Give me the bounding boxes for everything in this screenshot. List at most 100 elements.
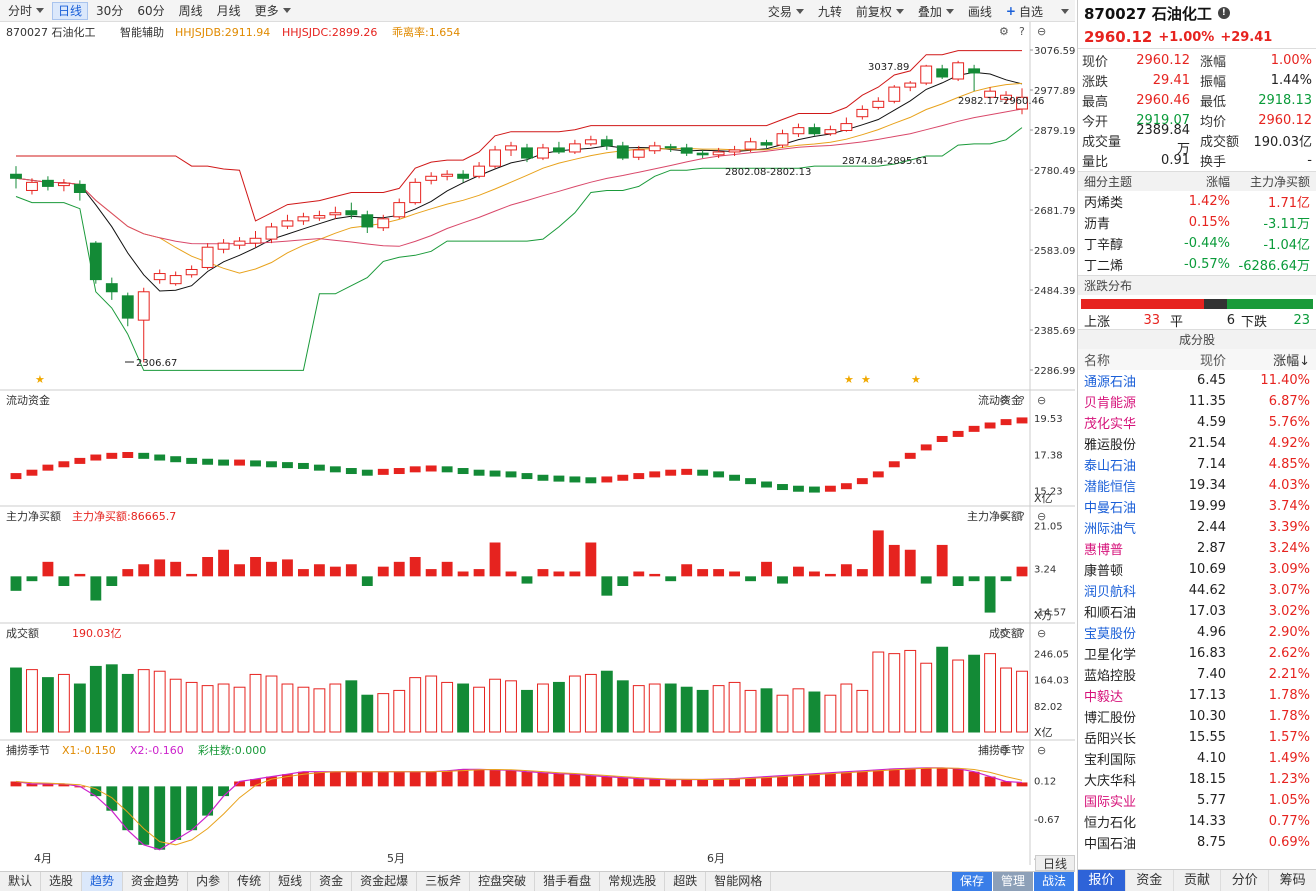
strategy-tab-7[interactable]: 资金 xyxy=(311,872,353,891)
info-icon[interactable]: ! xyxy=(1217,7,1230,19)
component-row[interactable]: 洲际油气 2.44 3.39% xyxy=(1078,517,1316,538)
component-row[interactable]: 中毅达 17.13 1.78% xyxy=(1078,685,1316,706)
netbuy-bar xyxy=(58,576,70,586)
component-row[interactable]: 宝利国际 4.10 1.49% xyxy=(1078,748,1316,769)
component-row[interactable]: 泰山石油 7.14 4.85% xyxy=(1078,454,1316,475)
component-name[interactable]: 卫星化学 xyxy=(1084,648,1137,663)
strategy-tab-4[interactable]: 内参 xyxy=(188,872,230,891)
component-name[interactable]: 潜能恒信 xyxy=(1084,480,1137,495)
component-row[interactable]: 和顺石油 17.03 3.02% xyxy=(1078,601,1316,622)
component-name[interactable]: 和顺石油 xyxy=(1084,606,1137,621)
component-row[interactable]: 潜能恒信 19.34 4.03% xyxy=(1078,475,1316,496)
adjust-button[interactable]: 前复权 xyxy=(850,2,910,20)
component-name[interactable]: 泰山石油 xyxy=(1084,459,1137,474)
panel-tab-1[interactable]: 资金 xyxy=(1126,870,1174,891)
component-name[interactable]: 中曼石油 xyxy=(1084,501,1137,516)
tab-monthly[interactable]: 月线 xyxy=(216,4,241,18)
component-name[interactable]: 蓝焰控股 xyxy=(1084,669,1137,684)
draw-button[interactable]: 画线 xyxy=(967,4,992,19)
panel-tab-3[interactable]: 分价 xyxy=(1221,870,1270,891)
component-name[interactable]: 恒力石化 xyxy=(1084,816,1137,831)
season-cz: 彩柱数:0.000 xyxy=(198,743,266,757)
panel-tab-4[interactable]: 筹码 xyxy=(1269,870,1316,891)
component-row[interactable]: 康普顿 10.69 3.09% xyxy=(1078,559,1316,580)
bottom-action-2[interactable]: 战法 xyxy=(1033,872,1075,891)
component-name[interactable]: 大庆华科 xyxy=(1084,774,1137,789)
component-name[interactable]: 宝莫股份 xyxy=(1084,627,1137,642)
component-row[interactable]: 中国石油 8.75 0.69% xyxy=(1078,832,1316,853)
component-row[interactable]: 宝莫股份 4.96 2.90% xyxy=(1078,622,1316,643)
topic-row[interactable]: 丁辛醇 -0.44% -1.04亿 xyxy=(1078,233,1316,254)
component-name[interactable]: 中国石油 xyxy=(1084,837,1137,852)
strategy-tab-0[interactable]: 默认 xyxy=(0,872,42,891)
component-row[interactable]: 贝肯能源 11.35 6.87% xyxy=(1078,391,1316,412)
component-row[interactable]: 中曼石油 19.99 3.74% xyxy=(1078,496,1316,517)
strategy-tab-14[interactable]: 智能网格 xyxy=(706,872,772,891)
tab-weekly[interactable]: 周线 xyxy=(178,4,203,18)
strategy-tab-12[interactable]: 常规选股 xyxy=(600,872,666,891)
help-icon: ? xyxy=(1019,627,1025,640)
component-change: 3.39% xyxy=(1268,520,1310,535)
component-name[interactable]: 康普顿 xyxy=(1084,564,1124,579)
tab-30min[interactable]: 30分 xyxy=(96,4,124,18)
component-name[interactable]: 国际实业 xyxy=(1084,795,1137,810)
candle-body xyxy=(10,173,22,179)
topic-row[interactable]: 沥青 0.15% -3.11万 xyxy=(1078,212,1316,233)
nine-turn-button[interactable]: 九转 xyxy=(817,4,842,19)
tab-60min[interactable]: 60分 xyxy=(137,4,165,18)
strategy-tab-2[interactable]: 趋势 xyxy=(82,872,124,891)
component-name[interactable]: 中毅达 xyxy=(1084,690,1124,705)
component-row[interactable]: 蓝焰控股 7.40 2.21% xyxy=(1078,664,1316,685)
component-row[interactable]: 恒力石化 14.33 0.77% xyxy=(1078,811,1316,832)
add-watchlist-button[interactable]: + 自选 xyxy=(1005,4,1043,19)
component-name[interactable]: 博汇股份 xyxy=(1084,711,1137,726)
volume-bar xyxy=(121,673,134,733)
strategy-tab-8[interactable]: 资金起爆 xyxy=(352,872,418,891)
component-name[interactable]: 洲际油气 xyxy=(1084,522,1137,537)
axis-period-button[interactable]: 日线 xyxy=(1035,855,1075,871)
tab-daily[interactable]: 日线 xyxy=(52,1,89,20)
component-row[interactable]: 雅运股份 21.54 4.92% xyxy=(1078,433,1316,454)
strategy-tab-9[interactable]: 三板斧 xyxy=(417,872,471,891)
panel-tab-2[interactable]: 贡献 xyxy=(1174,870,1222,891)
strategy-tab-5[interactable]: 传统 xyxy=(229,872,271,891)
quote-label: 现价 xyxy=(1082,54,1109,70)
bottom-action-1[interactable]: 管理 xyxy=(992,872,1034,891)
component-row[interactable]: 惠博普 2.87 3.24% xyxy=(1078,538,1316,559)
trade-button[interactable]: 交易 xyxy=(762,2,810,20)
topic-row[interactable]: 丙烯类 1.42% 1.71亿 xyxy=(1078,191,1316,212)
component-name[interactable]: 宝利国际 xyxy=(1084,753,1137,768)
component-row[interactable]: 岳阳兴长 15.55 1.57% xyxy=(1078,727,1316,748)
component-row[interactable]: 茂化实华 4.59 5.76% xyxy=(1078,412,1316,433)
tab-more[interactable]: 更多 xyxy=(249,2,297,20)
component-name[interactable]: 惠博普 xyxy=(1084,543,1124,558)
strategy-tab-6[interactable]: 短线 xyxy=(270,872,312,891)
strategy-tab-11[interactable]: 猎手看盘 xyxy=(535,872,601,891)
overlay-button[interactable]: 叠加 xyxy=(912,2,960,20)
flow-mark xyxy=(713,471,725,478)
tab-intraday[interactable]: 分时 xyxy=(2,2,50,20)
component-row[interactable]: 卫星化学 16.83 2.62% xyxy=(1078,643,1316,664)
more-dropdown[interactable] xyxy=(1051,2,1075,20)
component-row[interactable]: 通源石油 6.45 11.40% xyxy=(1078,370,1316,391)
component-name[interactable]: 茂化实华 xyxy=(1084,417,1137,432)
strategy-tab-10[interactable]: 控盘突破 xyxy=(470,872,536,891)
component-row[interactable]: 博汇股份 10.30 1.78% xyxy=(1078,706,1316,727)
strategy-tab-3[interactable]: 资金趋势 xyxy=(123,872,189,891)
strategy-tab-1[interactable]: 选股 xyxy=(41,872,83,891)
component-name[interactable]: 雅运股份 xyxy=(1084,438,1137,453)
candle-body xyxy=(696,152,709,156)
component-name[interactable]: 贝肯能源 xyxy=(1084,396,1137,411)
component-name[interactable]: 润贝航科 xyxy=(1084,585,1137,600)
component-row[interactable]: 润贝航科 44.62 3.07% xyxy=(1078,580,1316,601)
kline-chart[interactable]: 870027 石油化工 智能辅助 HHJSJDB:2911.94 HHJSJDC:28… xyxy=(0,22,1075,865)
component-name[interactable]: 通源石油 xyxy=(1084,375,1137,390)
component-row[interactable]: 国际实业 5.77 1.05% xyxy=(1078,790,1316,811)
component-row[interactable]: 大庆华科 18.15 1.23% xyxy=(1078,769,1316,790)
candle-body xyxy=(313,215,326,219)
bottom-action-0[interactable]: 保存 xyxy=(951,872,993,891)
topic-row[interactable]: 丁二烯 -0.57% -6286.64万 xyxy=(1078,254,1316,275)
panel-tab-0[interactable]: 报价 xyxy=(1078,870,1126,891)
component-name[interactable]: 岳阳兴长 xyxy=(1084,732,1137,747)
strategy-tab-13[interactable]: 超跌 xyxy=(665,872,707,891)
